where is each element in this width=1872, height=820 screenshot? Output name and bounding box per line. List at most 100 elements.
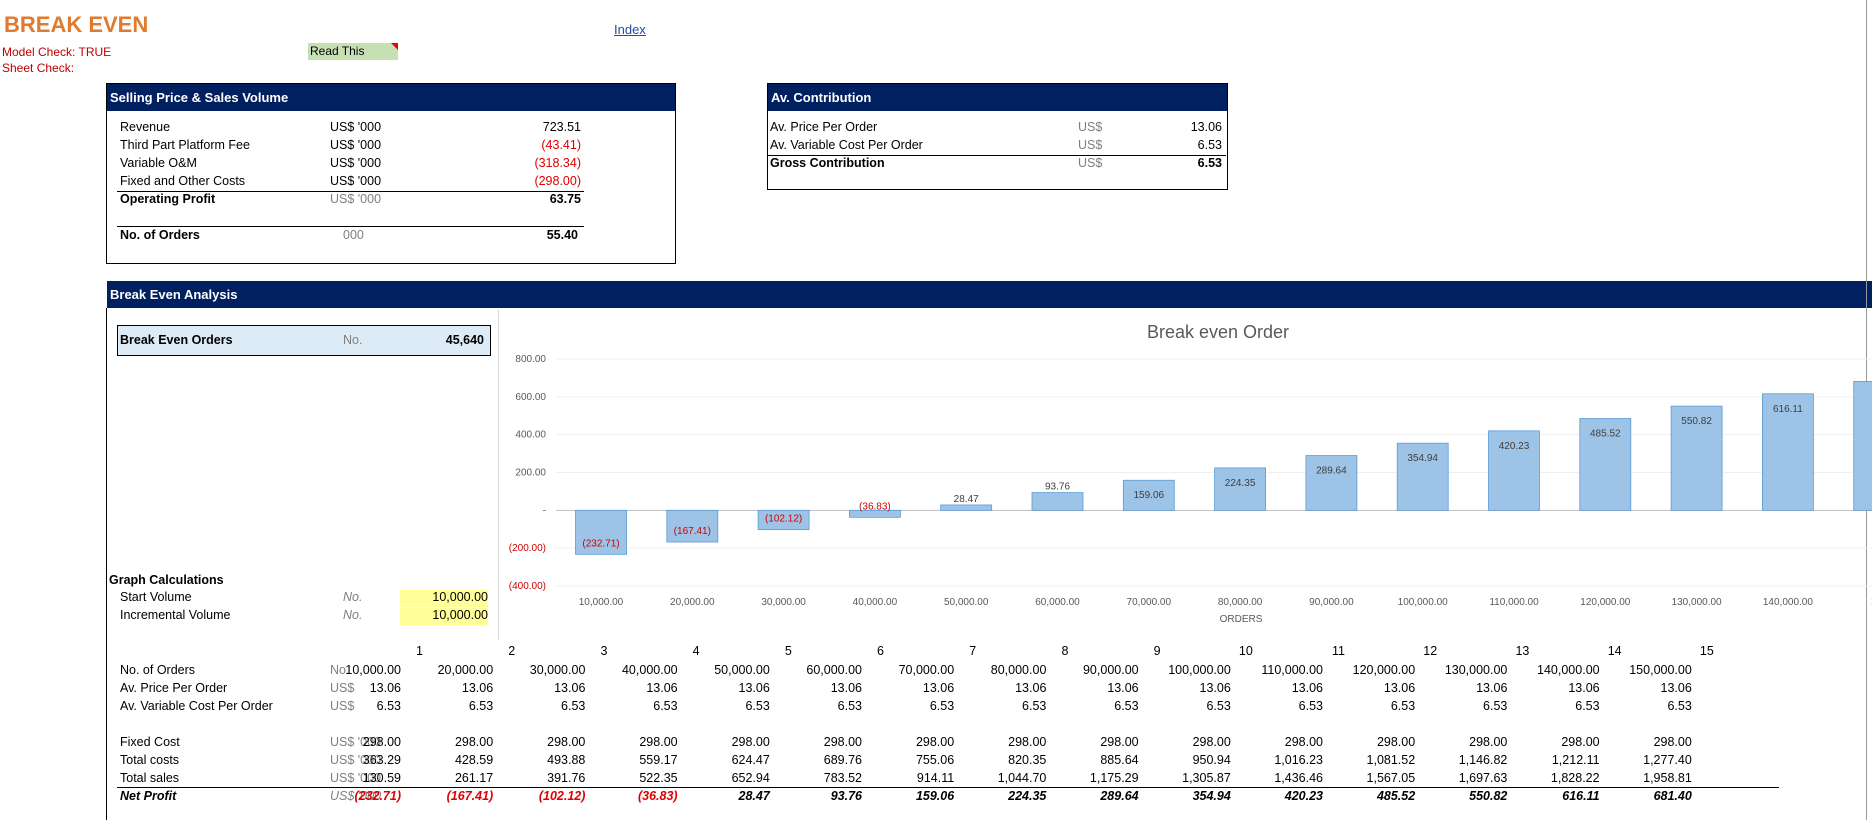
table-cell: 289.64 (1100, 789, 1139, 803)
chart-data-label: (102.12) (765, 514, 802, 525)
model-check: Model Check: TRUE (2, 45, 112, 59)
table-cell: 420.23 (1284, 789, 1323, 803)
contribution-row-value: 6.53 (1197, 138, 1222, 152)
chart-bar (1670, 405, 1723, 511)
chart-bar (757, 509, 810, 531)
chart-x-tick-label: 110,000.00 (1489, 597, 1539, 608)
table-cell: 298.00 (1008, 735, 1047, 749)
table-cell: 550.82 (1469, 789, 1508, 803)
index-link[interactable]: Index (614, 22, 646, 37)
table-cell: 6.53 (929, 699, 955, 713)
table-cell: 13.06 (1568, 681, 1600, 695)
table-cell: (36.83) (637, 789, 678, 803)
table-cell: 6.53 (468, 699, 494, 713)
table-row-unit: US$ '000 (330, 771, 382, 785)
table-cell: 13.06 (1476, 681, 1508, 695)
contribution-row-label: Av. Variable Cost Per Order (770, 138, 923, 152)
break-even-analysis-header: Break Even Analysis (107, 281, 1872, 308)
table-column-index: 5 (784, 644, 792, 658)
sheet-title: BREAK EVEN (4, 12, 149, 37)
table-cell: 522.35 (639, 771, 678, 785)
table-cell: 1,305.87 (1182, 771, 1231, 785)
table-row-label: Net Profit (120, 789, 177, 803)
table-column-index: 13 (1515, 644, 1530, 658)
read-this-button[interactable]: Read This (308, 43, 398, 60)
chart-data-label: 93.76 (1045, 482, 1070, 493)
table-cell: 13.06 (1107, 681, 1139, 695)
table-row-label: Fixed Cost (120, 735, 180, 749)
table-row-unit: US$ (330, 681, 355, 695)
table-cell: 13.06 (830, 681, 862, 695)
table-cell: 6.53 (837, 699, 862, 713)
selling-divider (117, 191, 584, 192)
chart-bar (1488, 430, 1540, 511)
chart-bar (1579, 418, 1632, 511)
table-row-label: Total costs (120, 753, 180, 767)
table-row-unit: No. (330, 663, 350, 677)
table-cell: (167.41) (446, 789, 494, 803)
table-cell: 6.53 (1390, 699, 1416, 713)
table-cell: 13.06 (1199, 681, 1231, 695)
table-cell: 13.06 (1015, 681, 1047, 695)
net-profit-divider (117, 787, 1779, 788)
graph-calc-unit: No. (343, 608, 363, 622)
table-cell: 950.94 (1192, 753, 1231, 767)
table-cell: 120,000.00 (1352, 663, 1416, 677)
chart-y-tick-label: 400.00 (515, 430, 546, 441)
comment-flag-icon (391, 43, 398, 50)
table-cell: 6.53 (1298, 699, 1323, 713)
table-row-unit: US$ '000 (330, 789, 382, 803)
contribution-row-label: Av. Price Per Order (770, 120, 878, 134)
table-cell: 13.06 (369, 681, 401, 695)
chart-data-label: 420.23 (1499, 441, 1530, 452)
table-cell: 298.00 (731, 735, 770, 749)
table-cell: 20,000.00 (437, 663, 494, 677)
chart-bar (848, 509, 901, 518)
selling-row-unit: US$ '000 (330, 174, 382, 188)
table-cell: 6.53 (1114, 699, 1139, 713)
table-row-label: Av. Variable Cost Per Order (120, 699, 273, 713)
table-column-index: 8 (1061, 644, 1069, 658)
table-cell: 1,277.40 (1643, 753, 1692, 767)
table-cell: 298.00 (1284, 735, 1323, 749)
graph-calc-input[interactable]: 10,000.00 (400, 608, 488, 625)
read-this-label: Read This (310, 44, 365, 58)
table-cell: 13.06 (1660, 681, 1692, 695)
table-cell: 1,436.46 (1274, 771, 1323, 785)
selling-row-value: 63.75 (549, 192, 581, 206)
table-cell: 1,828.22 (1550, 771, 1600, 785)
table-cell: 783.52 (823, 771, 862, 785)
chart-data-label: 289.64 (1316, 466, 1347, 477)
table-cell: 6.53 (1022, 699, 1047, 713)
selling-row-label: Revenue (120, 120, 171, 134)
table-cell: 298.00 (1192, 735, 1231, 749)
table-cell: 224.35 (1008, 789, 1047, 803)
table-cell: 298.00 (1469, 735, 1508, 749)
chart-y-tick-label: (400.00) (509, 581, 546, 592)
chart-bar (1122, 479, 1175, 511)
table-cell: 110,000.00 (1261, 663, 1323, 677)
table-cell: 298.00 (823, 735, 862, 749)
contribution-row-unit: US$ (1078, 138, 1103, 152)
selling-row-value: (318.34) (534, 156, 581, 170)
table-cell: 90,000.00 (1082, 663, 1139, 677)
contribution-row-unit: US$ (1078, 156, 1103, 170)
graph-calc-input[interactable]: 10,000.00 (400, 590, 488, 607)
chart-data-label: (167.41) (674, 526, 711, 537)
table-column-index: 11 (1332, 644, 1345, 658)
table-column-index: 9 (1153, 644, 1161, 658)
break-even-chart: Break even Order 800.00 600.00 400.00 200.0… (509, 322, 1872, 625)
selling-row-unit: US$ '000 (330, 120, 382, 134)
table-cell: 10,000.00 (345, 663, 401, 677)
table-cell: 6.53 (561, 699, 586, 713)
table-column-index: 15 (1699, 644, 1714, 658)
table-cell: 93.76 (830, 789, 862, 803)
chart-y-tick-label: 600.00 (515, 392, 546, 403)
chart-bar (1762, 393, 1814, 511)
contribution-row-value: 6.53 (1197, 156, 1222, 170)
table-cell: 130.59 (362, 771, 401, 785)
orders-label: No. of Orders (120, 228, 200, 242)
table-cell: 28.47 (738, 789, 770, 803)
table-cell: 130,000.00 (1444, 663, 1508, 677)
table-cell: 820.35 (1008, 753, 1047, 767)
